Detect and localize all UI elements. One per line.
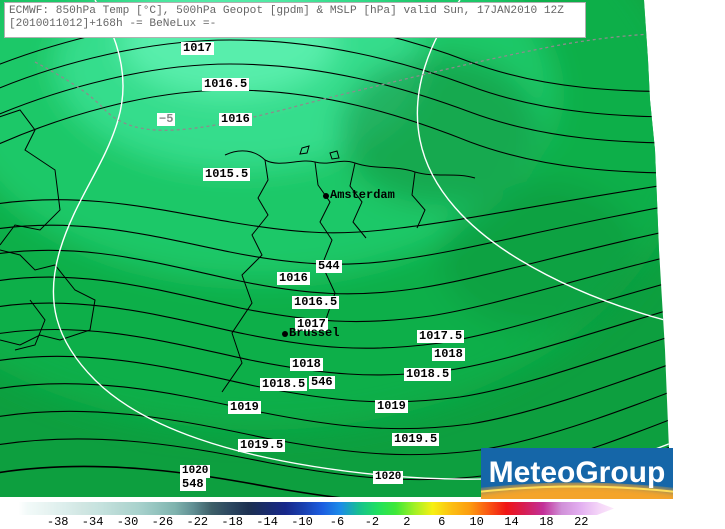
svg-text:MeteoGroup: MeteoGroup — [489, 456, 666, 489]
